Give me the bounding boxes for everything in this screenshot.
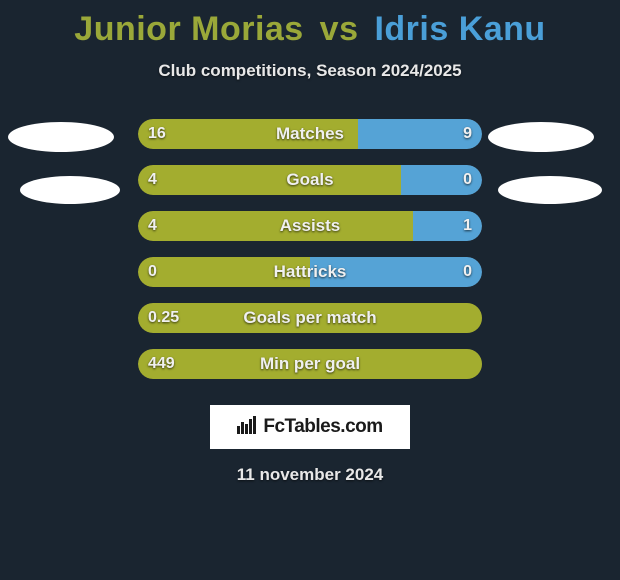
- stat-bar: Hattricks 0 0: [138, 257, 482, 287]
- logo-placeholder: [488, 122, 594, 152]
- logo-placeholder: [498, 176, 602, 204]
- stat-value-left: 4: [148, 171, 157, 189]
- stat-value-left: 449: [148, 355, 175, 373]
- stat-row: Min per goal 449: [0, 341, 620, 387]
- logo-placeholder: [8, 122, 114, 152]
- stat-label: Matches: [276, 124, 344, 144]
- stat-value-left: 0.25: [148, 309, 179, 327]
- stat-row: Assists 4 1: [0, 203, 620, 249]
- stat-value-right: 9: [463, 125, 472, 143]
- stat-label: Goals per match: [243, 308, 376, 328]
- stat-value-right: 0: [463, 263, 472, 281]
- stat-bar: Matches 16 9: [138, 119, 482, 149]
- comparison-chart: Matches169Goals40Assists41Hattricks00Goa…: [0, 111, 620, 387]
- source-logo: FcTables.com: [210, 405, 410, 449]
- comparison-title: Junior Morias vs Idris Kanu: [0, 0, 620, 49]
- date-label: 11 november 2024: [0, 465, 620, 485]
- stat-bar: Goals 4 0: [138, 165, 482, 195]
- subtitle: Club competitions, Season 2024/2025: [0, 61, 620, 81]
- player2-name: Idris Kanu: [374, 10, 545, 48]
- player1-name: Junior Morias: [74, 10, 303, 48]
- stat-value-left: 0: [148, 263, 157, 281]
- stat-label: Min per goal: [260, 354, 360, 374]
- stat-bar: Goals per match 0.25: [138, 303, 482, 333]
- stat-row: Hattricks 0 0: [0, 249, 620, 295]
- stat-value-left: 4: [148, 217, 157, 235]
- logo-text: FcTables.com: [263, 416, 382, 438]
- stat-label: Assists: [280, 216, 340, 236]
- stat-row: Goals per match 0.25: [0, 295, 620, 341]
- stat-value-right: 1: [463, 217, 472, 235]
- stat-value-right: 0: [463, 171, 472, 189]
- stat-label: Hattricks: [274, 262, 347, 282]
- vs-label: vs: [320, 10, 359, 48]
- bar-segment-left: [138, 211, 413, 241]
- stat-bar: Min per goal 449: [138, 349, 482, 379]
- stat-label: Goals: [286, 170, 333, 190]
- logo-placeholder: [20, 176, 120, 204]
- bar-segment-left: [138, 165, 401, 195]
- stat-value-left: 16: [148, 125, 166, 143]
- stat-bar: Assists 4 1: [138, 211, 482, 241]
- chart-bars-icon: [237, 416, 259, 439]
